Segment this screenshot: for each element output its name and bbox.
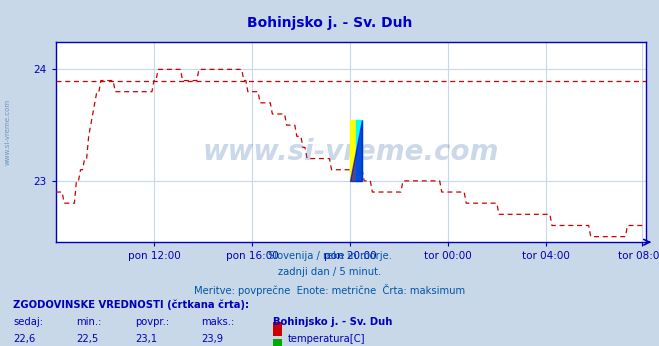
- Text: Bohinjsko j. - Sv. Duh: Bohinjsko j. - Sv. Duh: [247, 16, 412, 29]
- Text: min.:: min.:: [76, 317, 101, 327]
- Text: Bohinjsko j. - Sv. Duh: Bohinjsko j. - Sv. Duh: [273, 317, 393, 327]
- Polygon shape: [350, 120, 362, 181]
- Text: 22,6: 22,6: [13, 334, 36, 344]
- Text: zadnji dan / 5 minut.: zadnji dan / 5 minut.: [278, 267, 381, 277]
- Text: Meritve: povprečne  Enote: metrične  Črta: maksimum: Meritve: povprečne Enote: metrične Črta:…: [194, 284, 465, 296]
- Text: povpr.:: povpr.:: [135, 317, 169, 327]
- Text: ZGODOVINSKE VREDNOSTI (črtkana črta):: ZGODOVINSKE VREDNOSTI (črtkana črta):: [13, 299, 249, 310]
- Text: 23,9: 23,9: [201, 334, 223, 344]
- Text: Slovenija / reke in morje.: Slovenija / reke in morje.: [268, 251, 391, 261]
- Polygon shape: [350, 120, 356, 181]
- Text: www.si-vreme.com: www.si-vreme.com: [5, 98, 11, 165]
- Text: maks.:: maks.:: [201, 317, 234, 327]
- Text: www.si-vreme.com: www.si-vreme.com: [203, 138, 499, 166]
- Text: 23,1: 23,1: [135, 334, 158, 344]
- Text: sedaj:: sedaj:: [13, 317, 43, 327]
- Polygon shape: [356, 120, 362, 181]
- Text: 22,5: 22,5: [76, 334, 98, 344]
- Text: temperatura[C]: temperatura[C]: [287, 334, 365, 344]
